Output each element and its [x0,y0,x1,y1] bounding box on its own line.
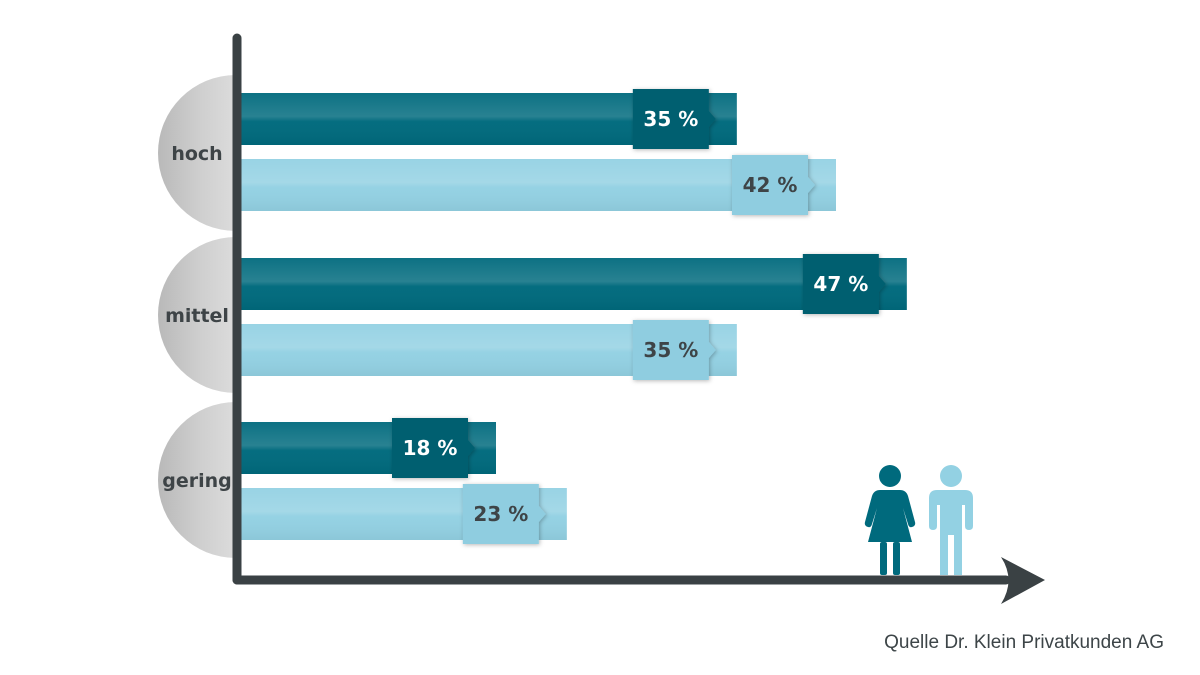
category-label-hoch: hoch [171,143,222,165]
category-label-mittel: mittel [165,305,229,327]
source-note: Quelle Dr. Klein Privatkunden AG [884,632,1164,653]
value-label-men-mittel: 35 % [643,338,698,362]
value-label-men-gering: 23 % [473,502,528,526]
value-tag-women-mittel [802,254,886,314]
category-label-gering: gering [162,470,232,492]
man-icon [929,465,973,575]
value-tag-men-gering [462,484,546,544]
woman-icon [864,465,916,575]
value-tag-men-hoch [732,155,815,215]
x-axis-arrowhead [1001,557,1045,604]
value-tag-women-gering [392,418,475,478]
value-tag-women-hoch [632,89,716,149]
value-label-women-hoch: 35 % [643,107,698,131]
value-label-men-hoch: 42 % [743,173,798,197]
category-bg-gering [158,402,236,558]
bar-shine-women-mittel [241,258,907,310]
value-label-women-mittel: 47 % [813,272,868,296]
category-bg-hoch [158,75,236,231]
value-tag-men-mittel [632,320,716,380]
value-label-women-gering: 18 % [403,436,458,460]
category-bg-mittel [158,237,236,393]
